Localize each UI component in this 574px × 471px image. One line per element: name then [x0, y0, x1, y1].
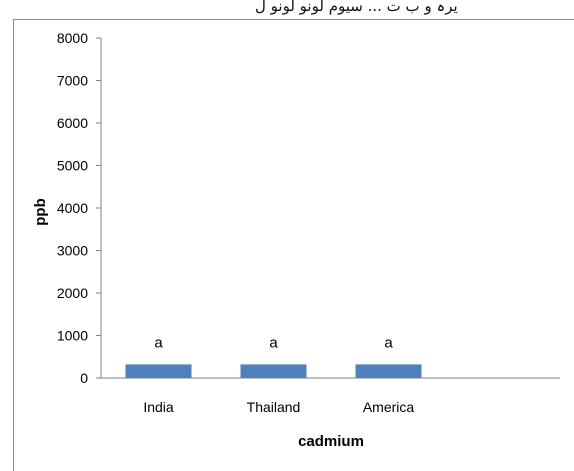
x-tick-label: India: [143, 399, 174, 415]
y-axis-label: ppb: [32, 198, 49, 226]
y-tick-label: 7000: [57, 73, 88, 89]
y-tick-label: 2000: [57, 285, 88, 301]
bars: [126, 364, 422, 378]
y-tick-label: 1000: [57, 328, 88, 344]
y-tick-label: 3000: [57, 243, 88, 259]
y-tick-label: 8000: [57, 30, 88, 46]
y-tick-label: 0: [80, 370, 88, 386]
x-axis-ticks: India Thailand America: [143, 399, 414, 415]
y-tick-label: 5000: [57, 158, 88, 174]
x-tick-label: Thailand: [247, 399, 301, 415]
y-tick-label: 4000: [57, 200, 88, 216]
y-axis-ticks: 0 1000 2000 3000 4000 5000 6000 7000 8000: [57, 30, 101, 386]
bar-data-label: a: [384, 334, 393, 351]
x-tick-label: America: [363, 399, 415, 415]
bar: [126, 364, 192, 378]
y-tick-label: 6000: [57, 115, 88, 131]
bar: [356, 364, 422, 378]
axes: [101, 38, 560, 378]
x-axis-label: cadmium: [298, 433, 364, 450]
bar: [241, 364, 307, 378]
bar-data-label: a: [269, 334, 278, 351]
bar-data-label: a: [154, 334, 163, 351]
